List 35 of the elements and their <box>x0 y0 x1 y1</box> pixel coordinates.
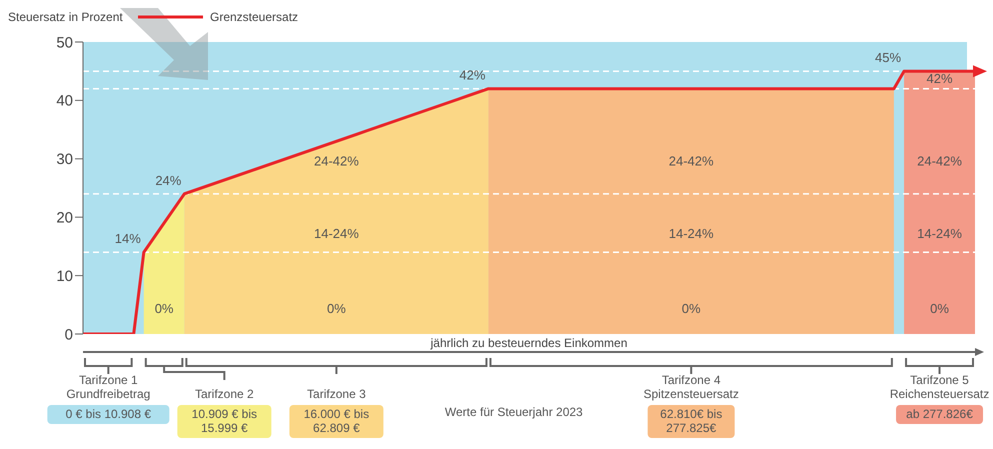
y-tick-label: 10 <box>56 268 73 285</box>
y-tick-label: 50 <box>56 34 73 52</box>
text: Grenzsteuersatz <box>210 10 298 24</box>
text: Werte für Steuerjahr 2023 <box>444 405 584 419</box>
text: 16.000 € bis 62.809 € <box>304 407 370 435</box>
annotation: 14-24% <box>917 226 962 242</box>
text: Tarifzone 1 Grundfreibetrag <box>66 373 150 401</box>
y-tick-label: 40 <box>56 92 73 110</box>
y-tick-label: 30 <box>56 151 73 168</box>
text: 62.810€ bis 277.825€ <box>660 407 722 435</box>
annotation: 42% <box>926 71 953 86</box>
text: Tarifzone 4 Spitzensteuersatz <box>643 373 739 401</box>
annotation: 14-24% <box>668 226 714 242</box>
text: Tarifzone 3 <box>307 387 366 401</box>
annotation: 24-42% <box>668 154 714 169</box>
y-tick-label: 20 <box>56 210 73 227</box>
text: Tarifzone 2 <box>194 387 254 401</box>
y-axis-title: Steuersatz in Prozent <box>8 10 124 24</box>
annotation: 24-42% <box>314 154 360 169</box>
data-label: 42% <box>459 68 486 83</box>
annotation: 0% <box>154 300 174 316</box>
text: 10.909 € bis 15.999 € <box>192 407 258 435</box>
annotation: 0% <box>930 300 950 316</box>
data-label: 45% <box>875 50 902 66</box>
text: Tarifzone 5 Reichensteuersatz <box>890 373 990 401</box>
annotation: 0% <box>327 300 346 316</box>
text: 0 € bis 10.908 € <box>66 407 152 421</box>
data-label: 24% <box>155 172 182 188</box>
x-axis-title: jährlich zu besteuerndes Einkommen <box>430 336 628 350</box>
annotation: 0% <box>682 300 702 316</box>
text: ab 277.826€ <box>906 407 974 421</box>
annotation: 14-24% <box>314 226 360 242</box>
annotation: 24-42% <box>917 154 962 169</box>
y-tick-label: 0 <box>64 326 73 344</box>
data-label: 14% <box>114 231 142 246</box>
